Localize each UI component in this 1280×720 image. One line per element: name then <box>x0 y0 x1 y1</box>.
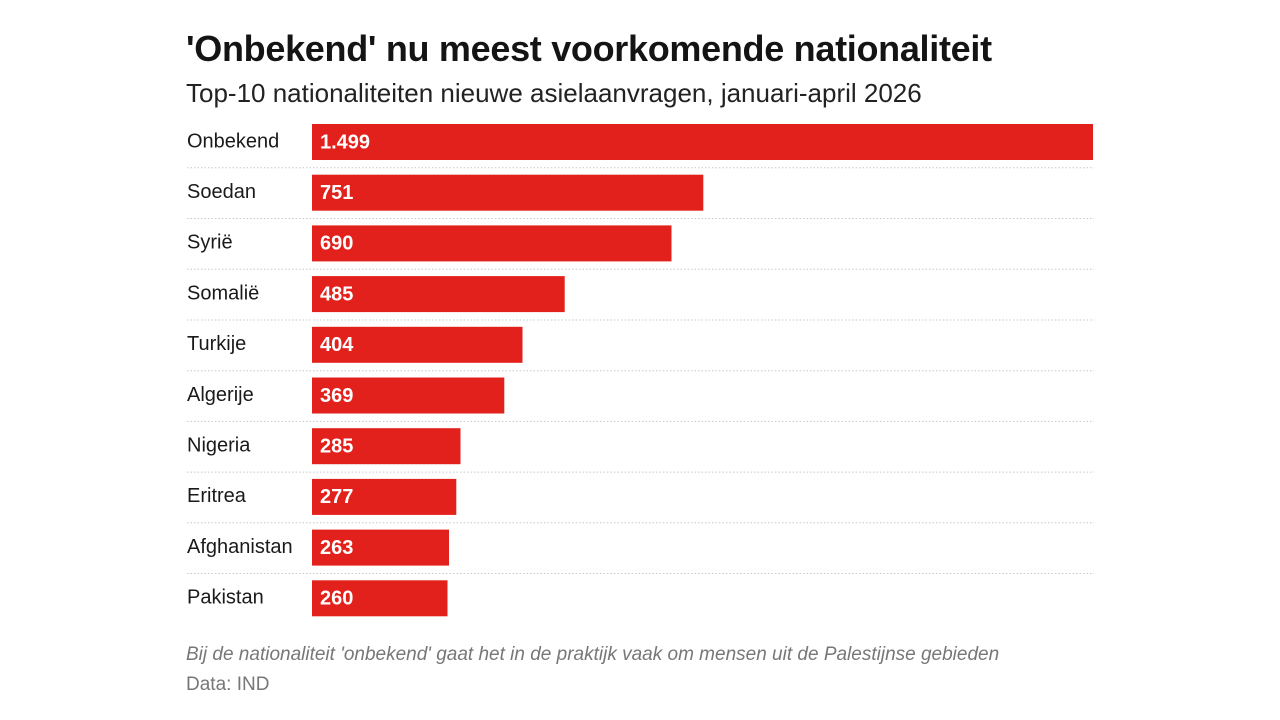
bar <box>312 377 505 414</box>
category-label: Pakistan <box>187 587 264 609</box>
bar <box>312 225 672 262</box>
bar <box>312 124 1093 160</box>
category-label: Soedan <box>187 181 256 203</box>
bar-row: Eritrea 277 <box>187 478 1094 524</box>
bar-row: Nigeria 285 <box>187 428 1094 473</box>
bar-row: Algerije 369 <box>187 377 1094 422</box>
bar <box>312 174 704 211</box>
bar-row: Somalië 485 <box>187 276 1094 321</box>
bar-value-label: 263 <box>320 537 353 559</box>
bar-row: Turkije 404 <box>187 326 1094 372</box>
bar-value-label: 277 <box>320 486 353 508</box>
bar-value-label: 285 <box>320 435 353 457</box>
category-label: Eritrea <box>187 485 247 507</box>
bar <box>312 478 457 515</box>
bar-value-label: 369 <box>320 385 353 407</box>
bar-row: Soedan 751 <box>187 174 1094 219</box>
bar <box>312 428 461 465</box>
bar <box>312 276 565 313</box>
bar-row: Pakistan 260 <box>187 580 448 617</box>
bar-value-label: 690 <box>320 233 353 255</box>
bar-value-label: 485 <box>320 283 353 305</box>
category-label: Nigeria <box>187 434 251 456</box>
chart-footnote: Bij de nationaliteit 'onbekend' gaat het… <box>186 644 1000 665</box>
chart-source: Data: IND <box>186 674 270 695</box>
category-label: Algerije <box>187 384 254 406</box>
bar-row: Afghanistan 263 <box>187 529 1094 574</box>
bar <box>312 529 449 566</box>
bar-value-label: 404 <box>320 334 354 356</box>
bar-row: Onbekend 1.499 <box>187 124 1094 169</box>
category-label: Somalië <box>187 282 259 304</box>
category-label: Syrië <box>187 232 233 254</box>
bar-row: Syrië 690 <box>187 225 1094 270</box>
chart-subtitle: Top-10 nationaliteiten nieuwe asielaanvr… <box>186 78 922 108</box>
bar-value-label: 260 <box>320 588 353 610</box>
bar <box>312 580 448 617</box>
category-label: Turkije <box>187 333 246 355</box>
bar-value-label: 751 <box>320 182 353 204</box>
bar-value-label: 1.499 <box>320 131 370 153</box>
category-label: Afghanistan <box>187 536 293 558</box>
bar <box>312 326 523 363</box>
chart-title: 'Onbekend' nu meest voorkomende national… <box>186 28 992 69</box>
category-label: Onbekend <box>187 130 279 152</box>
